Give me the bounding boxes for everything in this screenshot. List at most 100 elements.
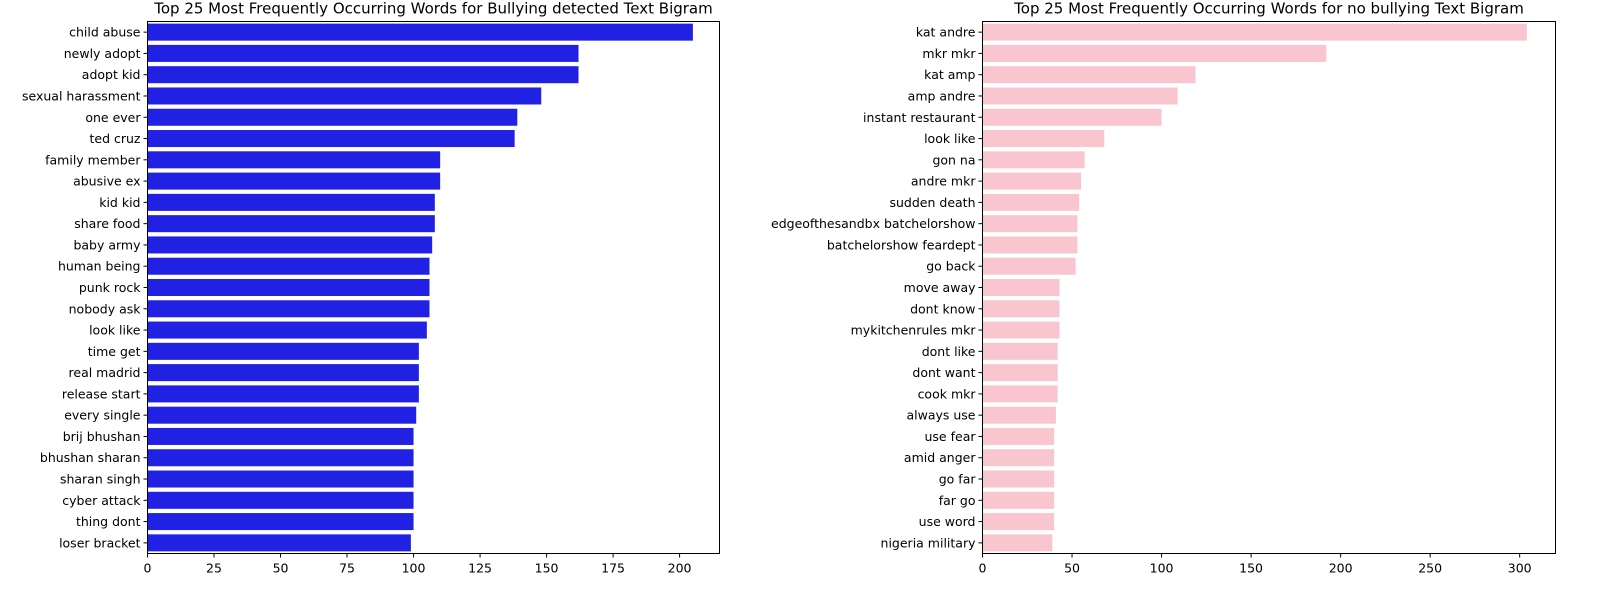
bar-use-word (982, 513, 1055, 531)
category-label: brij bhushan (63, 429, 141, 444)
bar-always-use (982, 406, 1056, 424)
bar-share-food (147, 215, 435, 233)
bar-dont-know (982, 300, 1060, 318)
x-tick-label: 75 (339, 561, 355, 576)
x-tick-label: 300 (1508, 561, 1532, 576)
bar-adopt-kid (147, 66, 579, 84)
bar-real-madrid (147, 364, 419, 382)
x-tick-label: 25 (206, 561, 222, 576)
x-tick-label: 0 (144, 561, 152, 576)
bar-human-being (147, 257, 430, 275)
bar-punk-rock (147, 278, 430, 297)
bar-family-member (147, 151, 441, 169)
category-label: always use (906, 408, 975, 423)
category-label: go back (926, 259, 976, 274)
bar-thing-dont (147, 513, 414, 531)
bar-group (982, 23, 1527, 552)
bar-nobody-ask (147, 300, 430, 318)
category-label: ted cruz (90, 131, 141, 146)
category-label: real madrid (69, 365, 141, 380)
bar-newly-adopt (147, 44, 579, 62)
bar-look-like (147, 321, 427, 339)
bar-baby-army (147, 236, 433, 254)
category-label: family member (45, 152, 141, 167)
x-tick-label: 200 (668, 561, 692, 576)
bar-kat-andre (982, 23, 1527, 41)
category-label: look like (924, 131, 976, 146)
category-label: release start (62, 386, 141, 401)
bar-child-abuse (147, 23, 693, 41)
bar-every-single (147, 406, 417, 424)
no-bullying-bigram-chart: Top 25 Most Frequently Occurring Words f… (771, 0, 1556, 576)
bar-dont-like (982, 342, 1058, 360)
bar-bhushan-sharan (147, 449, 414, 467)
bar-sharan-singh (147, 470, 414, 488)
category-label: abusive ex (73, 174, 140, 189)
bar-brij-bhushan (147, 427, 414, 445)
category-label-group: kat andre mkr mkr kat amp amp andre instant … (771, 25, 983, 550)
category-label: move away (904, 280, 976, 295)
category-label: baby army (73, 237, 141, 252)
category-label: look like (89, 323, 141, 338)
bar-kat-amp (982, 66, 1196, 84)
bar-mykitchenrules-mkr (982, 321, 1060, 339)
bar-batchelorshow-feardept (982, 236, 1078, 254)
category-label: every single (64, 408, 141, 423)
bar-ted-cruz (147, 130, 515, 148)
category-label: kat andre (916, 25, 976, 40)
category-label: nobody ask (69, 301, 142, 316)
bar-sudden-death (982, 193, 1080, 211)
x-tick-label: 150 (535, 561, 559, 576)
category-label: time get (88, 344, 141, 359)
bar-group (147, 23, 693, 552)
category-label: dont know (910, 301, 975, 316)
category-label: edgeofthesandbx batchelorshow (771, 216, 975, 231)
bar-mkr-mkr (982, 44, 1327, 62)
x-tick-label: 175 (601, 561, 625, 576)
category-label: adopt kid (82, 67, 141, 82)
category-label: mkr mkr (922, 46, 976, 61)
category-label: one ever (85, 110, 141, 125)
bar-look-like (982, 130, 1105, 148)
category-label: use word (919, 514, 976, 529)
category-label: human being (58, 259, 141, 274)
x-tick-group: 0 50 100 150 200 250 300 (979, 553, 1532, 576)
x-tick-label: 0 (979, 561, 987, 576)
category-label: loser bracket (59, 535, 141, 550)
bar-kid-kid (147, 193, 435, 211)
bar-far-go (982, 491, 1055, 509)
bar-one-ever (147, 108, 518, 126)
category-label: dont like (922, 344, 976, 359)
bar-time-get (147, 342, 419, 360)
category-label: sudden death (890, 195, 976, 210)
plot-frame (982, 21, 1556, 554)
category-label: nigeria military (881, 535, 977, 550)
bar-move-away (982, 278, 1060, 297)
bar-sexual-harassment (147, 87, 542, 105)
x-tick-label: 200 (1329, 561, 1353, 576)
category-label: mykitchenrules mkr (851, 323, 977, 338)
category-label: far go (939, 493, 976, 508)
bar-abusive-ex (147, 172, 441, 190)
category-label: kat amp (924, 67, 975, 82)
x-tick-group: 0 25 50 75 100 125 150 175 200 (144, 553, 692, 576)
category-label: use fear (925, 429, 977, 444)
category-label: andre mkr (911, 174, 976, 189)
x-tick-label: 100 (1150, 561, 1174, 576)
bar-use-fear (982, 427, 1055, 445)
category-label-group: child abuse newly adopt adopt kid sexual ha… (22, 25, 148, 550)
bar-gon-na (982, 151, 1085, 169)
chart-title: Top 25 Most Frequently Occurring Words f… (153, 0, 713, 18)
category-label: batchelorshow feardept (827, 237, 976, 252)
x-tick-label: 125 (468, 561, 492, 576)
bar-loser-bracket (147, 534, 411, 552)
category-label: instant restaurant (863, 110, 976, 125)
category-label: newly adopt (64, 46, 141, 61)
category-label: amid anger (904, 450, 976, 465)
x-tick-label: 250 (1418, 561, 1442, 576)
category-label: cook mkr (918, 386, 977, 401)
category-label: amp andre (908, 88, 976, 103)
bar-amp-andre (982, 87, 1178, 105)
category-label: punk rock (79, 280, 141, 295)
